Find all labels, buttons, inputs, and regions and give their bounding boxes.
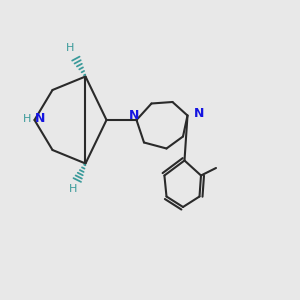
Text: N: N bbox=[35, 112, 46, 125]
Text: N: N bbox=[129, 109, 140, 122]
Text: H: H bbox=[66, 43, 75, 53]
Text: H: H bbox=[69, 184, 78, 194]
Text: H: H bbox=[22, 113, 31, 124]
Text: N: N bbox=[194, 106, 204, 120]
